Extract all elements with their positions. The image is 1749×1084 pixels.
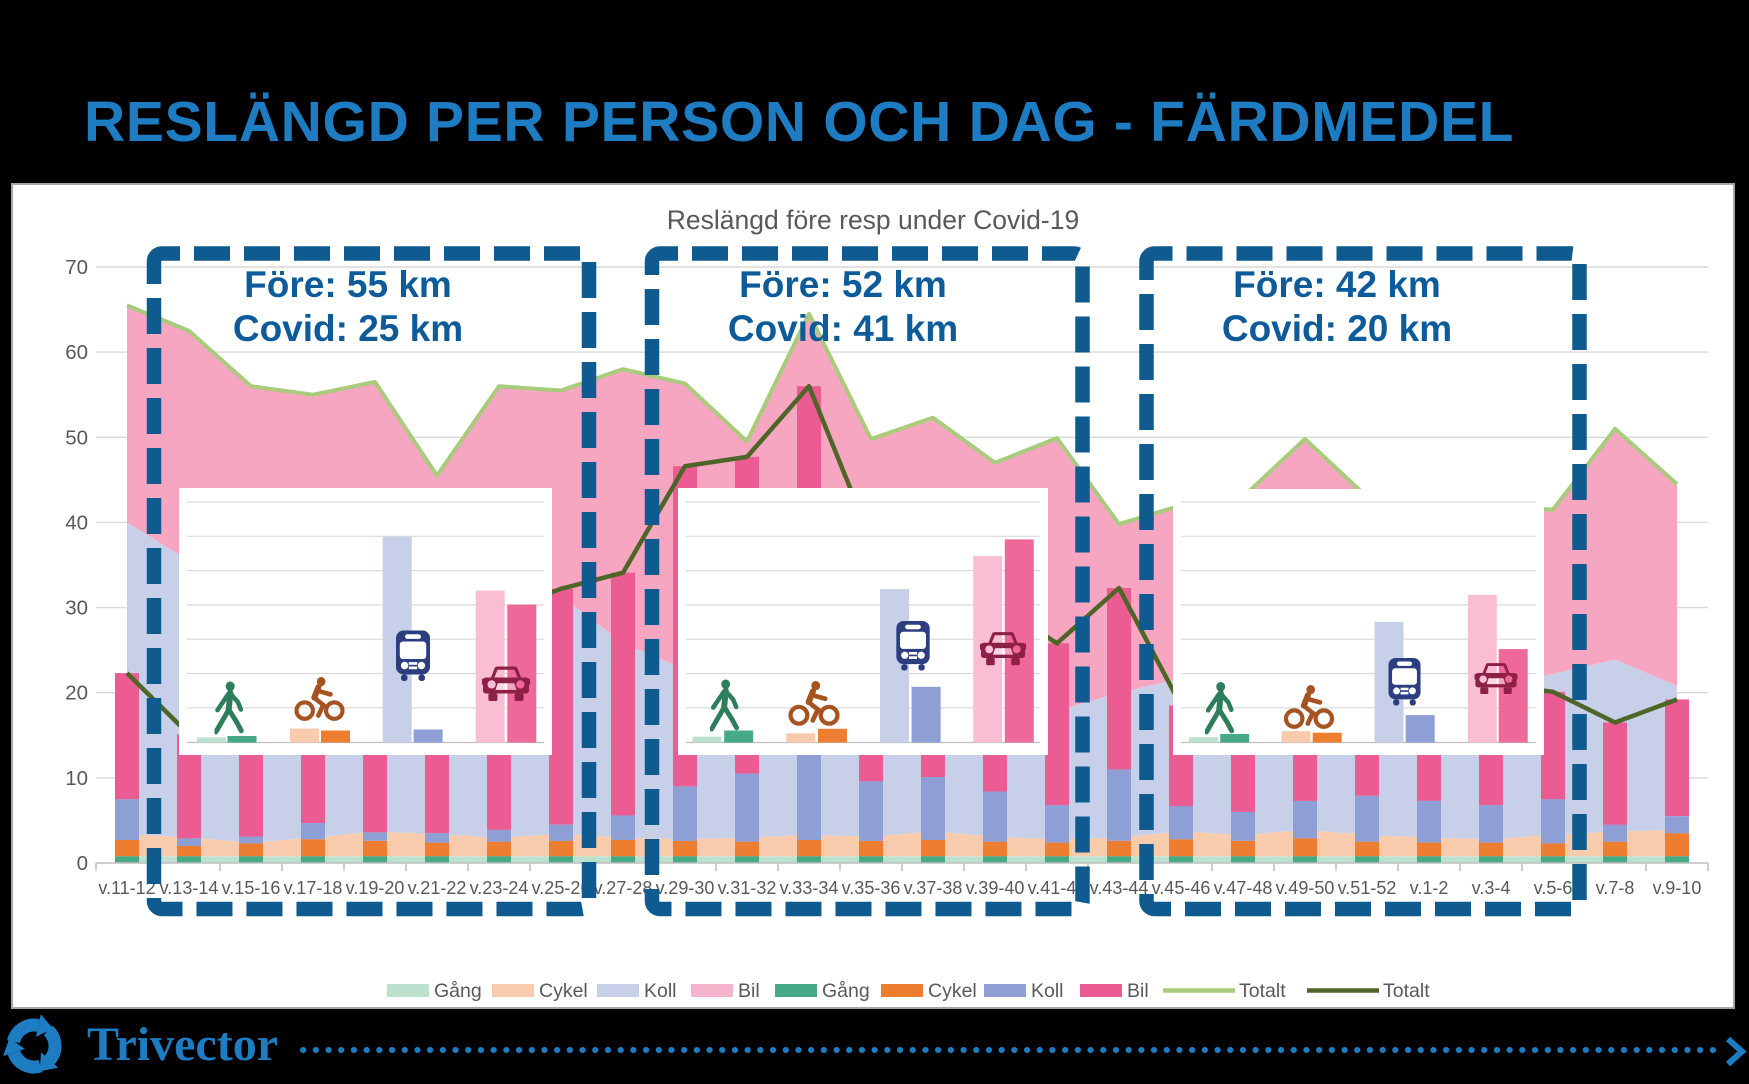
svg-text:Före: 55 km: Före: 55 km <box>244 264 452 305</box>
svg-text:v.17-18: v.17-18 <box>284 878 343 898</box>
svg-text:v.37-38: v.37-38 <box>904 878 963 898</box>
svg-text:v.1-2: v.1-2 <box>1410 878 1449 898</box>
svg-text:Gång: Gång <box>822 980 870 1002</box>
svg-text:v.35-36: v.35-36 <box>842 878 901 898</box>
svg-text:30: 30 <box>65 597 88 620</box>
svg-text:40: 40 <box>65 511 88 534</box>
svg-text:Covid: 41 km: Covid: 41 km <box>728 308 958 349</box>
svg-text:v.31-32: v.31-32 <box>718 878 777 898</box>
svg-text:Reslängd före resp under Covid: Reslängd före resp under Covid-19 <box>667 205 1079 235</box>
svg-text:v.43-44: v.43-44 <box>1090 878 1149 898</box>
svg-text:v.39-40: v.39-40 <box>966 878 1025 898</box>
svg-text:RESLÄNGD PER PERSON OCH DAG -: RESLÄNGD PER PERSON OCH DAG - FÄRDMEDEL <box>84 90 1514 154</box>
svg-text:v.45-46: v.45-46 <box>1152 878 1211 898</box>
svg-text:v.21-22: v.21-22 <box>408 878 467 898</box>
svg-text:Totalt: Totalt <box>1239 980 1286 1002</box>
svg-text:Totalt: Totalt <box>1383 980 1430 1002</box>
svg-text:v.7-8: v.7-8 <box>1596 878 1635 898</box>
svg-text:v.33-34: v.33-34 <box>780 878 839 898</box>
svg-text:Trivector: Trivector <box>87 1018 278 1071</box>
svg-text:10: 10 <box>65 767 88 790</box>
svg-text:70: 70 <box>65 256 88 279</box>
svg-text:v.27-28: v.27-28 <box>594 878 653 898</box>
svg-text:v.41-42: v.41-42 <box>1028 878 1087 898</box>
svg-text:50: 50 <box>65 426 88 449</box>
svg-text:v.9-10: v.9-10 <box>1653 878 1702 898</box>
svg-text:v.19-20: v.19-20 <box>346 878 405 898</box>
svg-text:Före: 52 km: Före: 52 km <box>739 264 947 305</box>
svg-text:Bil: Bil <box>1127 980 1149 1002</box>
svg-text:Cykel: Cykel <box>928 980 977 1002</box>
svg-text:v.49-50: v.49-50 <box>1276 878 1335 898</box>
svg-text:20: 20 <box>65 682 88 705</box>
svg-text:v.23-24: v.23-24 <box>470 878 529 898</box>
svg-text:Före: 42 km: Före: 42 km <box>1233 264 1441 305</box>
svg-text:v.5-6: v.5-6 <box>1534 878 1573 898</box>
svg-text:Covid: 20 km: Covid: 20 km <box>1222 308 1452 349</box>
svg-text:Cykel: Cykel <box>539 980 588 1002</box>
svg-text:Koll: Koll <box>1031 980 1064 1002</box>
svg-text:60: 60 <box>65 341 88 364</box>
svg-text:0: 0 <box>77 852 88 875</box>
svg-text:v.25-26: v.25-26 <box>532 878 591 898</box>
svg-text:v.11-12: v.11-12 <box>98 878 155 898</box>
svg-text:Bil: Bil <box>738 980 760 1002</box>
svg-text:v.3-4: v.3-4 <box>1472 878 1511 898</box>
svg-text:v.29-30: v.29-30 <box>656 878 715 898</box>
svg-text:Gång: Gång <box>434 980 482 1002</box>
svg-text:v.13-14: v.13-14 <box>160 878 219 898</box>
svg-text:v.51-52: v.51-52 <box>1338 878 1397 898</box>
svg-text:Covid: 25 km: Covid: 25 km <box>233 308 463 349</box>
svg-text:v.47-48: v.47-48 <box>1214 878 1273 898</box>
svg-text:Koll: Koll <box>644 980 677 1002</box>
svg-text:v.15-16: v.15-16 <box>222 878 281 898</box>
